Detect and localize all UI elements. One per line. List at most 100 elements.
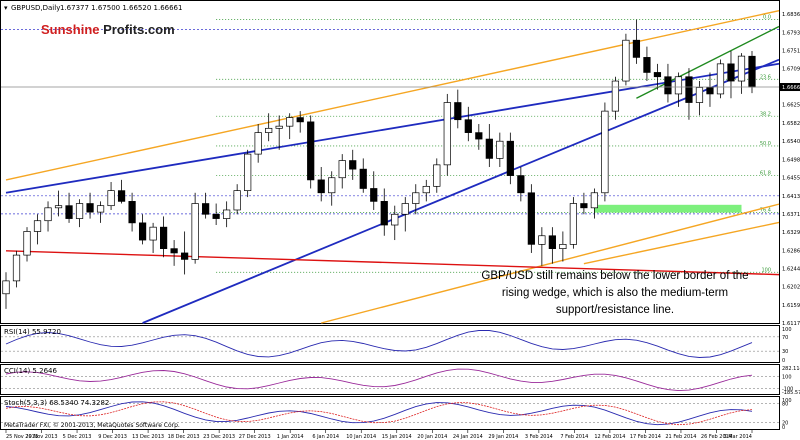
candle-body <box>54 205 63 209</box>
candle-body <box>44 207 52 222</box>
candle-body <box>286 117 294 127</box>
date-tick-label: 17 Feb 2014 <box>630 434 661 440</box>
price-tick-label: 1.66661 <box>782 85 800 91</box>
brand-part-2: Profits.com <box>103 22 175 37</box>
indicator-tick-label: 100 <box>782 327 792 333</box>
candle-body <box>695 87 704 103</box>
fib-level-label: 100 <box>761 267 771 273</box>
indicator-tick-label: -100 <box>782 387 793 393</box>
price-tick-label: 1.67510 <box>782 49 800 55</box>
analysis-comment: GBP/USD still remains below the lower bo… <box>481 270 749 316</box>
candle-body <box>464 119 472 133</box>
candle-body <box>149 226 157 241</box>
indicator-tick-label: 100 <box>782 374 792 380</box>
date-tick-label: 23 Dec 2013 <box>203 434 235 440</box>
candle-body <box>674 76 683 95</box>
candle-body <box>433 164 441 187</box>
fib-level-label: 38.2 <box>760 111 771 117</box>
candle-body <box>737 55 746 82</box>
candle-body <box>170 248 178 254</box>
date-tick-label: 1 Jan 2014 <box>277 434 304 440</box>
price-tick-label: 1.63710 <box>782 212 800 218</box>
candle-body <box>359 168 367 189</box>
fib-level-label: 0.0 <box>763 15 771 21</box>
candle-body <box>202 203 210 215</box>
rsi-label: RSI(14) 55.9720 <box>4 328 61 336</box>
date-tick-label: 13 Dec 2013 <box>132 434 164 440</box>
cci-panel-frame <box>0 364 780 395</box>
candle-body <box>65 205 73 219</box>
date-tick-label: 26 Feb 2014 <box>701 434 732 440</box>
date-tick-label: 3 Feb 2014 <box>525 434 553 440</box>
candle-body <box>12 254 21 282</box>
price-axis: 1.68360 1.67930 1.67510 1.67090 1.66661 1.662… <box>1 12 800 327</box>
indicator-line <box>5 401 753 426</box>
cci-label: CCI(14) 5.2646 <box>4 367 57 375</box>
candle-body <box>191 203 199 260</box>
green-trend-line <box>636 25 780 99</box>
candle-body <box>412 192 420 204</box>
main-panel-frame <box>0 0 780 324</box>
candle-body <box>685 76 693 103</box>
candle-body <box>517 175 525 194</box>
indicator-tick-label: 20 <box>782 421 788 427</box>
candle-body <box>380 201 388 226</box>
candle-body <box>254 132 262 155</box>
candle-body <box>233 190 241 211</box>
date-tick-label: 21 Feb 2014 <box>665 434 696 440</box>
price-tick-label: 1.62440 <box>782 266 800 272</box>
candle-body <box>401 203 409 215</box>
fib-level-label: 50.0 <box>760 141 771 147</box>
candle-body <box>569 203 577 245</box>
indicator-line <box>5 368 753 392</box>
candle-body <box>527 192 535 245</box>
candle-body <box>559 244 567 250</box>
price-tick-label: 1.67090 <box>782 67 800 73</box>
price-tick-label: 1.61590 <box>782 303 800 309</box>
price-tick-label: 1.62020 <box>782 284 800 290</box>
candle-body <box>443 102 451 166</box>
price-tick-label: 1.68360 <box>782 12 800 18</box>
brand-part-1: Sunshine <box>41 22 100 37</box>
candle-body <box>117 190 126 202</box>
price-tick-label: 1.64550 <box>782 176 800 182</box>
candle-body <box>107 190 115 207</box>
candle-body <box>422 185 430 194</box>
date-tick-label: 20 Jan 2014 <box>417 434 447 440</box>
indicator-line <box>5 330 753 358</box>
candle-body <box>506 140 514 176</box>
date-tick-label: 12 Feb 2014 <box>594 434 625 440</box>
support-zone <box>594 204 742 213</box>
indicator-tick-label: 100 <box>782 398 792 404</box>
price-tick-label: 1.61170 <box>782 321 800 327</box>
price-tick-label: 1.62860 <box>782 248 800 254</box>
blue-trend-line <box>5 62 780 194</box>
trend-lines <box>5 9 780 324</box>
candle-body <box>159 226 168 250</box>
price-tick-label: 1.64130 <box>782 194 800 200</box>
candle-body <box>370 188 378 202</box>
candle-body <box>181 252 189 260</box>
fib-level-label: 76.4 <box>760 208 771 214</box>
candle-body <box>2 280 10 295</box>
date-tick-label: 18 Dec 2013 <box>168 434 200 440</box>
candle-body <box>138 222 147 241</box>
fib-level-label: 61.8 <box>760 171 771 177</box>
candle-body <box>454 102 462 121</box>
candle-body <box>307 121 315 181</box>
candle-body <box>128 201 136 224</box>
brand-logo: Sunshine Profits.com <box>41 22 175 37</box>
candle-body <box>706 87 714 95</box>
indicator-tick-label: 80 <box>782 401 788 407</box>
indicator-tick-label: 30 <box>782 349 788 355</box>
candle-body <box>33 220 42 232</box>
price-tick-label: 1.65820 <box>782 121 800 127</box>
candle-body <box>212 213 220 219</box>
date-tick-label: 5 Dec 2013 <box>63 434 92 440</box>
candle-body <box>475 132 483 140</box>
indicator-tick-label: 282.1148 <box>782 366 800 372</box>
candle-body <box>590 192 599 209</box>
